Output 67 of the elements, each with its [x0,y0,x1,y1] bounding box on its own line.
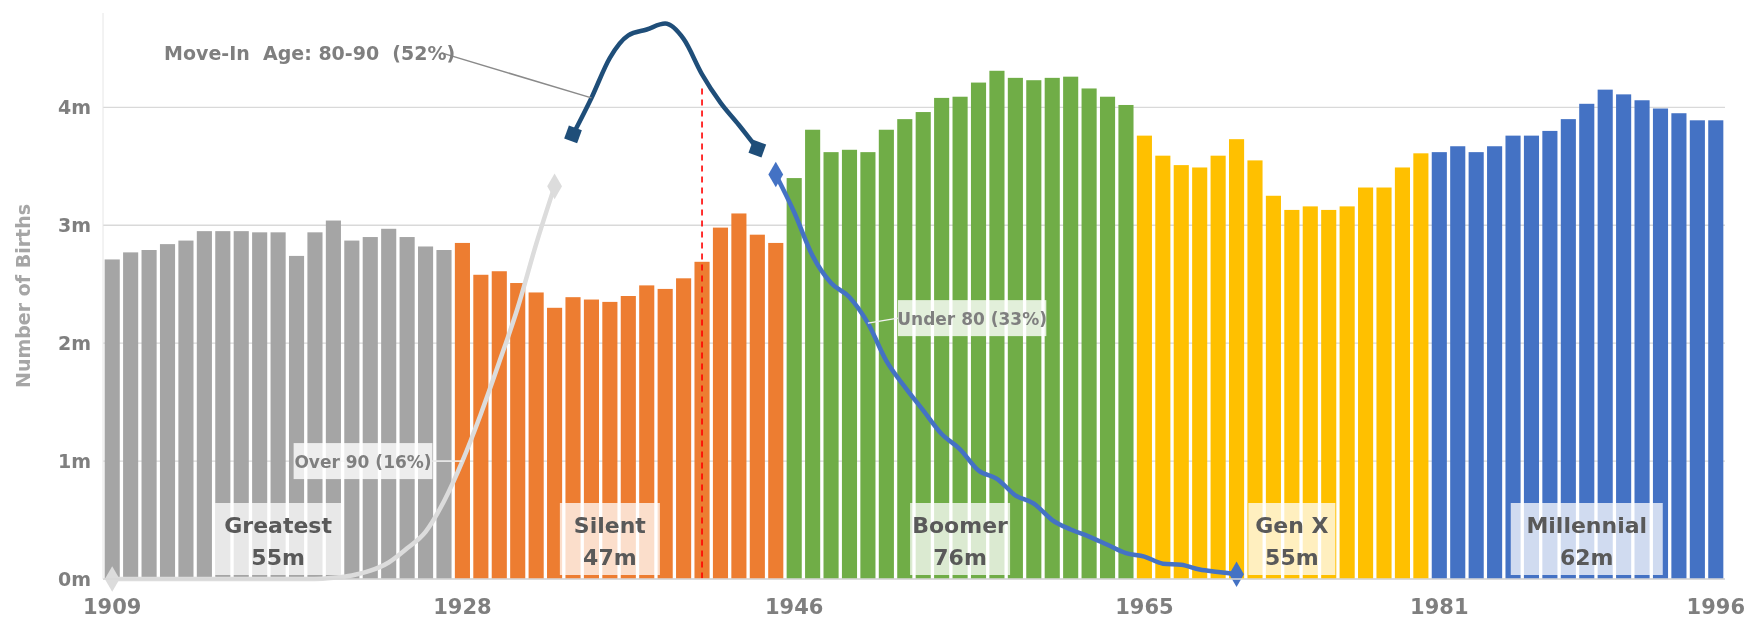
bar [768,242,784,579]
bar [547,307,563,579]
x-tick-label: 1996 [1686,595,1746,619]
bar [436,250,452,579]
bar [1118,104,1134,579]
bar [841,149,858,579]
y-tick-label: 4m [57,96,91,119]
bar [491,271,507,579]
bar [159,244,176,579]
y-tick-label: 0m [57,568,91,590]
bar [473,274,489,579]
bar [1136,135,1152,579]
bar [196,231,212,579]
bar [1210,155,1226,579]
bar [878,129,894,579]
annotation: Gen X 55m [1255,513,1329,570]
bar [1339,206,1355,579]
text: Move-In Age: 80-90 (52%) [164,41,456,64]
annotation: Millennial 62m [1526,513,1648,570]
bar [454,242,470,579]
bar [1192,167,1208,579]
annotation: Silent 47m [573,513,647,570]
y-tick-label: 1m [57,450,91,473]
bar [1431,152,1447,579]
bar [731,213,747,579]
bar [749,234,765,579]
bar [805,129,821,579]
bar [1099,96,1116,579]
y-tick-label: 2m [57,332,91,355]
bar [1689,120,1705,579]
y-axis-title: Number of Births [12,204,34,388]
bar [1671,113,1687,579]
bar [1376,187,1392,579]
bar [1394,167,1410,579]
bar [1081,88,1097,579]
bar [694,261,710,579]
bar [860,152,876,579]
bar [123,252,139,579]
bar [657,288,673,579]
bar [1413,153,1429,579]
x-tick-label: 1965 [1115,595,1174,619]
x-tick-label: 1928 [433,595,492,619]
annotation: Boomer 76m [912,513,1009,570]
bar [1708,120,1724,579]
bar [1155,155,1171,579]
bar [1173,165,1189,579]
bar [528,292,544,579]
series-label: Under 80 (33%) [897,309,1047,330]
bar [1450,146,1466,579]
series-label: Over 90 (16%) [294,452,432,473]
bar [510,283,526,579]
bar [712,227,729,579]
bar [178,240,194,579]
x-tick-label: 1946 [764,595,824,619]
bar [1487,146,1503,579]
bar [1063,76,1079,579]
bar [1044,77,1060,579]
bar [1468,152,1484,579]
annotation: Greatest 55m [224,513,333,570]
bar [1358,187,1374,579]
x-tick-label: 1981 [1410,595,1469,619]
bar [786,178,802,579]
x-tick-label: 1909 [82,595,142,619]
bar [823,152,839,579]
y-tick-label: 3m [57,214,91,237]
bar [676,278,692,579]
bar [141,250,157,579]
